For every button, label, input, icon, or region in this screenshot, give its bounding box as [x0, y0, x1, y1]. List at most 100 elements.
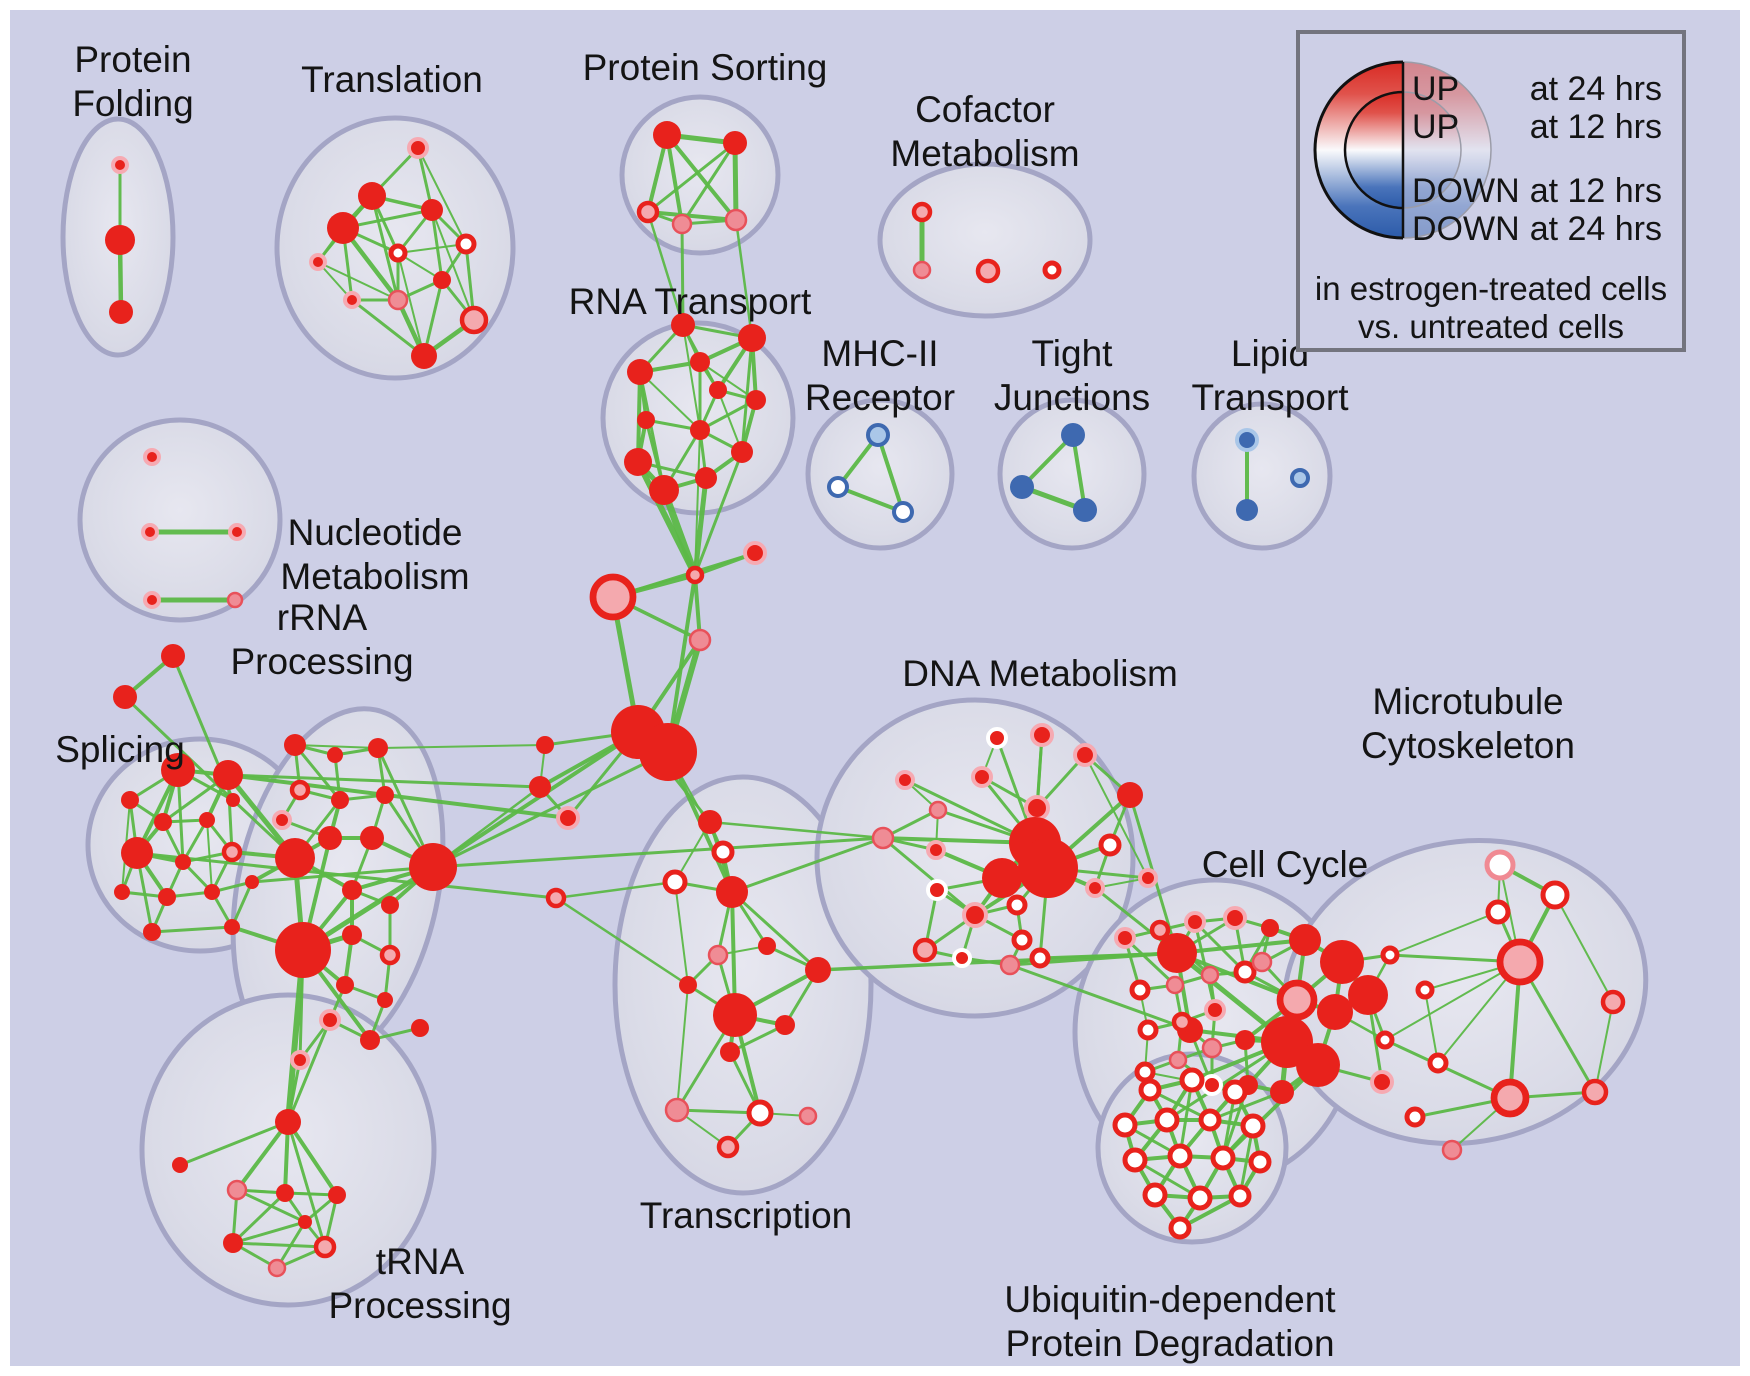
- network-node: [1236, 499, 1258, 521]
- network-node: [245, 875, 259, 889]
- network-edge: [666, 573, 697, 754]
- network-node: [223, 1233, 243, 1253]
- network-node: [1240, 1113, 1266, 1139]
- legend-up24-dir: UP: [1412, 70, 1459, 108]
- network-edge: [665, 133, 738, 222]
- network-node: [1171, 1011, 1193, 1033]
- network-edge: [1554, 894, 1614, 1003]
- cluster-ellipse-cofactor-metabolism: [877, 161, 1093, 319]
- cluster-ellipse-tight-junctions: [997, 397, 1147, 551]
- network-node: [724, 208, 748, 232]
- network-node: [1270, 1080, 1294, 1104]
- network-edge: [1020, 433, 1075, 489]
- network-node: [114, 884, 130, 900]
- network-node: [113, 685, 137, 709]
- network-node: [1441, 1139, 1463, 1161]
- network-node: [289, 779, 311, 801]
- network-node: [662, 869, 688, 895]
- cluster-ellipse-mhc-ii-receptor: [805, 397, 955, 551]
- network-node: [172, 1157, 188, 1173]
- network-edge: [231, 1241, 327, 1249]
- network-edge: [285, 947, 306, 1125]
- network-node: [911, 201, 933, 223]
- network-node: [360, 826, 384, 850]
- network-node: [1114, 927, 1136, 949]
- network-node: [827, 476, 849, 498]
- network-node: [331, 791, 349, 809]
- network-node: [1484, 849, 1516, 881]
- network-node: [455, 233, 477, 255]
- network-node: [226, 793, 240, 807]
- network-node: [1010, 475, 1034, 499]
- network-node: [1289, 924, 1321, 956]
- network-node: [952, 948, 972, 968]
- cluster-label-transcription-line1: Transcription: [640, 1195, 852, 1236]
- network-node: [1581, 1078, 1609, 1106]
- network-edge: [730, 836, 885, 894]
- cluster-label-tight-junctions-line1: Tight: [1032, 333, 1114, 374]
- network-node: [161, 753, 195, 787]
- network-edge: [1084, 754, 1149, 879]
- cluster-label-translation-line1: Translation: [301, 59, 483, 100]
- network-node: [1179, 1067, 1205, 1093]
- cluster-label-nucleotide-metabolism-line2: Metabolism: [280, 556, 469, 597]
- network-node: [1496, 938, 1544, 986]
- network-node: [1290, 468, 1310, 488]
- network-edge: [431, 730, 640, 869]
- cluster-label-trna-processing-line1: tRNA: [376, 1241, 465, 1282]
- network-node: [746, 390, 766, 410]
- network-node: [1134, 1061, 1156, 1083]
- legend-up12-dir: UP: [1412, 108, 1459, 146]
- network-node: [679, 976, 697, 994]
- network-node: [895, 770, 915, 790]
- network-edge: [294, 744, 379, 749]
- network-node: [775, 1015, 795, 1035]
- network-node: [327, 212, 359, 244]
- network-edge: [430, 208, 444, 282]
- network-edge: [1208, 1090, 1284, 1122]
- network-node: [342, 880, 362, 900]
- network-node: [409, 843, 457, 891]
- cluster-label-ubiquitin-degradation-line2: Protein Degradation: [1005, 1323, 1334, 1364]
- network-node: [228, 523, 246, 541]
- network-node: [892, 501, 914, 523]
- network-node: [327, 747, 343, 763]
- network-edge: [231, 1191, 287, 1245]
- cluster-ellipse-lipid-transport: [1191, 401, 1333, 551]
- network-edge: [293, 743, 342, 802]
- network-node: [671, 213, 693, 235]
- network-node: [411, 1019, 429, 1037]
- network-node: [109, 300, 133, 324]
- cluster-label-mhc-ii-receptor-line1: MHC-II: [821, 333, 938, 374]
- cluster-label-splicing-line1: Splicing: [55, 729, 185, 770]
- network-edge: [646, 210, 738, 222]
- network-edge: [150, 925, 234, 934]
- network-node: [713, 993, 757, 1037]
- legend-outer-arc-left: [1313, 60, 1404, 240]
- network-node: [707, 944, 729, 966]
- network-node: [368, 738, 388, 758]
- network-edge: [397, 252, 425, 357]
- network-edge: [692, 475, 709, 578]
- network-edge: [639, 371, 701, 431]
- network-node: [111, 156, 129, 174]
- network-node: [1404, 1106, 1426, 1128]
- network-node: [1375, 1030, 1395, 1050]
- network-node: [1210, 1145, 1236, 1171]
- network-node: [105, 225, 135, 255]
- network-node: [318, 826, 342, 850]
- network-node: [711, 840, 735, 864]
- network-edge: [286, 1120, 339, 1197]
- network-node: [671, 313, 695, 337]
- network-node: [649, 475, 679, 505]
- network-node: [1235, 1030, 1255, 1050]
- network-edge: [1193, 920, 1247, 974]
- network-node: [731, 441, 753, 463]
- network-edge: [680, 141, 737, 226]
- network-node: [143, 448, 161, 466]
- network-node: [121, 791, 139, 809]
- network-edge: [1383, 1038, 1512, 1100]
- network-node: [720, 1042, 740, 1062]
- network-node: [1228, 1184, 1252, 1208]
- network-node: [411, 343, 437, 369]
